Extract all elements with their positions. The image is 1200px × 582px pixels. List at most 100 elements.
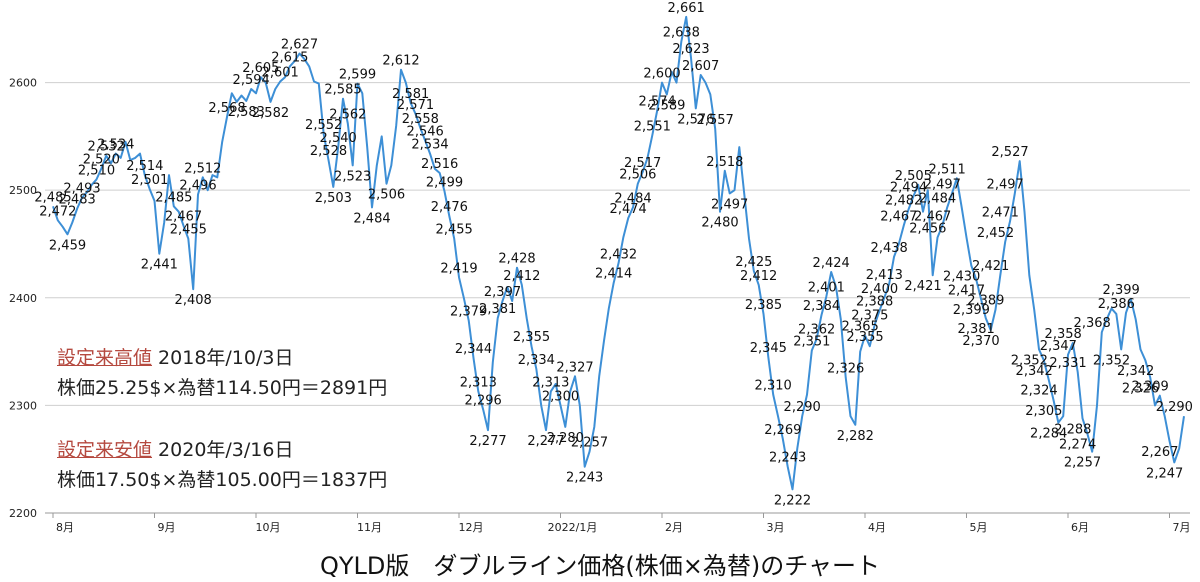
data-label: 2,505	[895, 169, 932, 184]
data-label: 2,583	[228, 105, 265, 120]
data-label: 2,284	[1030, 427, 1067, 442]
data-label: 2,326	[827, 361, 864, 376]
data-label: 2,540	[320, 131, 357, 146]
data-label: 2,601	[262, 65, 299, 80]
data-label: 2,506	[368, 188, 405, 203]
data-label: 2,528	[310, 144, 347, 159]
data-label: 2,574	[639, 95, 676, 110]
data-label: 2,277	[527, 434, 564, 449]
data-label: 2,397	[484, 285, 521, 300]
data-label: 2,623	[672, 42, 709, 57]
data-label: 2,527	[991, 145, 1028, 160]
data-label: 2,432	[600, 247, 637, 262]
data-label: 2,370	[962, 334, 999, 349]
data-label: 2,568	[208, 101, 245, 116]
data-label: 2,290	[1156, 400, 1193, 415]
data-label: 2,424	[813, 256, 850, 271]
y-tick-label: 2300	[9, 399, 37, 412]
data-label: 2,452	[977, 226, 1014, 241]
data-label: 2,300	[542, 389, 579, 404]
data-label: 2,594	[233, 73, 270, 88]
data-label: 2,467	[880, 210, 917, 225]
data-label: 2,280	[547, 431, 584, 446]
data-label: 2,441	[141, 258, 178, 273]
data-label: 2,352	[1093, 353, 1130, 368]
data-label: 2,474	[610, 202, 647, 217]
data-label: 2,600	[643, 67, 680, 82]
y-tick-label: 2600	[9, 77, 37, 90]
data-label: 2,381	[958, 322, 995, 337]
data-label: 2,518	[706, 155, 743, 170]
data-label: 2,503	[315, 191, 352, 206]
data-label: 2,274	[1059, 437, 1096, 452]
data-label: 2,493	[63, 182, 100, 197]
data-label: 2,313	[532, 375, 569, 390]
data-label: 2,296	[465, 394, 502, 409]
data-label: 2,482	[885, 194, 922, 209]
data-label: 2,277	[469, 434, 506, 449]
data-label: 2,257	[1064, 456, 1101, 471]
x-tick-label: 2022/1月	[548, 521, 598, 534]
data-label: 2,365	[842, 319, 879, 334]
data-label: 2,456	[909, 222, 946, 237]
data-label: 2,282	[837, 429, 874, 444]
data-label: 2,534	[97, 138, 134, 153]
data-label: 2,222	[774, 493, 811, 508]
data-label: 2,438	[871, 241, 908, 256]
data-label: 2,413	[866, 268, 903, 283]
data-label: 2,400	[861, 282, 898, 297]
data-label: 2,428	[498, 252, 535, 267]
data-label: 2,612	[382, 54, 419, 69]
data-label: 2,355	[513, 330, 550, 345]
x-tick-label: 6月	[1071, 521, 1089, 534]
low-note-detail: 株価17.50$×為替105.00円＝1837円	[57, 469, 388, 491]
low-note-heading: 設定来安値 2020年/3/16日	[57, 435, 293, 462]
data-label: 2,661	[668, 1, 705, 16]
data-label: 2,243	[769, 451, 806, 466]
data-label: 2,627	[281, 38, 318, 53]
data-label: 2,313	[460, 375, 497, 390]
data-label: 2,534	[411, 138, 448, 153]
data-label: 2,512	[184, 161, 221, 176]
data-label: 2,638	[663, 26, 700, 41]
data-label: 2,421	[904, 279, 941, 294]
data-label: 2,484	[614, 191, 651, 206]
x-axis-ticks: 8月9月10月11月12月2022/1月2月3月4月5月6月7月8月9月10月1…	[52, 513, 1191, 534]
data-label: 2,342	[1117, 364, 1154, 379]
data-label: 2,290	[784, 400, 821, 415]
data-label: 2,576	[677, 112, 714, 127]
data-label: 2,425	[735, 255, 772, 270]
data-label: 2,388	[856, 295, 893, 310]
data-label: 2,351	[793, 335, 830, 350]
data-label: 2,472	[39, 204, 76, 219]
data-label: 2,412	[740, 269, 777, 284]
data-label: 2,494	[890, 181, 927, 196]
data-label: 2,557	[697, 113, 734, 128]
data-label: 2,485	[155, 190, 192, 205]
data-label: 2,414	[595, 267, 632, 282]
data-label: 2,385	[745, 298, 782, 313]
y-tick-label: 2500	[9, 184, 37, 197]
data-label: 2,497	[924, 177, 961, 192]
data-label: 2,347	[1040, 339, 1077, 354]
data-label: 2,412	[503, 269, 540, 284]
data-label: 2,585	[324, 83, 361, 98]
high-note-date: 2018年/10/3日	[152, 347, 294, 369]
data-label: 2,384	[803, 299, 840, 314]
low-note-label: 設定来安値	[57, 439, 153, 461]
data-label: 2,455	[436, 223, 473, 238]
high-note-detail: 株価25.25$×為替114.50円＝2891円	[57, 377, 388, 399]
x-tick-label: 10月	[256, 521, 281, 534]
y-axis-ticks: 2200 2300 2400 2500 2600	[9, 77, 37, 520]
data-label: 2,327	[556, 360, 593, 375]
y-tick-label: 2400	[9, 292, 37, 305]
x-tick-label: 11月	[357, 521, 382, 534]
data-label: 2,401	[808, 281, 845, 296]
data-label: 2,497	[711, 197, 748, 212]
data-labels: 2,4852,4722,4592,4832,4932,5102,5202,532…	[34, 1, 1193, 508]
data-label: 2,483	[59, 192, 96, 207]
data-label: 2,467	[165, 210, 202, 225]
data-label: 2,389	[967, 294, 1004, 309]
data-label: 2,352	[1011, 353, 1048, 368]
data-label: 2,605	[242, 61, 279, 76]
